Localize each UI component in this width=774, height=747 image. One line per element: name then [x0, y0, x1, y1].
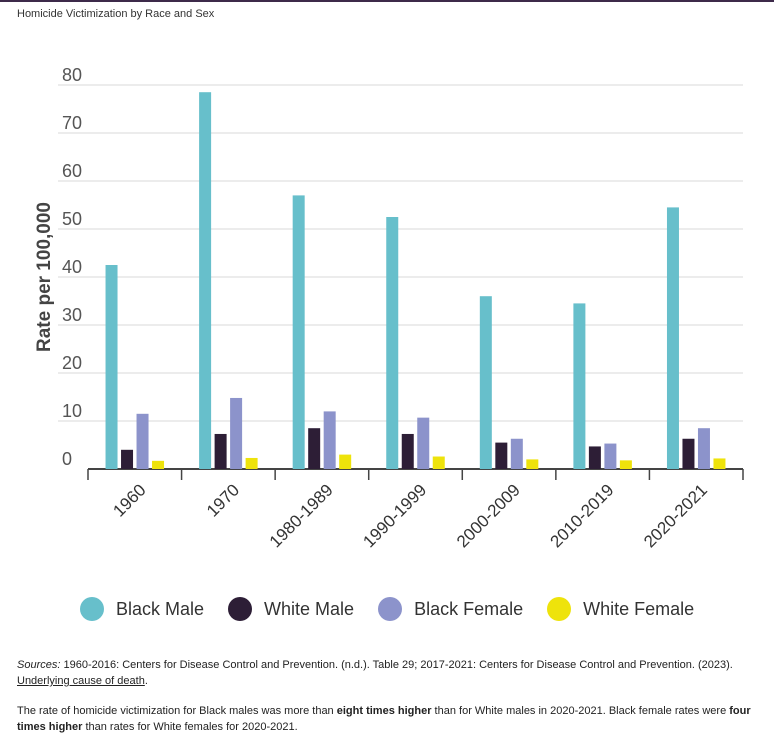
bar-white-female: [432, 456, 445, 469]
bar-black-male: [292, 195, 305, 469]
y-tick-label: 50: [62, 209, 82, 229]
sources-link[interactable]: Underlying cause of death: [17, 675, 145, 687]
bar-black-female: [323, 411, 336, 469]
bar-black-female: [604, 443, 617, 469]
chart-title: Homicide Victimization by Race and Sex: [17, 8, 215, 20]
sources-text: 1960-2016: Centers for Disease Control a…: [60, 659, 733, 671]
y-tick-label: 40: [62, 257, 82, 277]
x-tick-label: 2000-2009: [453, 480, 524, 551]
legend: Black Male White Male Black Female White…: [80, 597, 718, 621]
x-tick-label: 2010-2019: [547, 480, 618, 551]
note-text-2: than for White males in 2020-2021. Black…: [431, 705, 730, 717]
legend-item-black-male: Black Male: [80, 597, 204, 621]
bar-black-male: [199, 92, 212, 469]
legend-item-black-female: Black Female: [378, 597, 523, 621]
legend-label-black-female: Black Female: [414, 598, 524, 619]
bar-black-female: [697, 428, 710, 469]
legend-swatch-white-female: [547, 597, 572, 621]
y-tick-label: 10: [62, 401, 82, 421]
bar-white-male: [588, 446, 601, 469]
bar-white-male: [495, 442, 508, 469]
bar-white-female: [526, 459, 539, 469]
legend-swatch-white-male: [228, 597, 253, 621]
y-tick-label: 30: [62, 305, 82, 325]
legend-item-white-male: White Male: [228, 597, 354, 621]
bar-white-male: [308, 428, 321, 469]
bar-white-female: [152, 460, 165, 469]
x-tick-label: 1960: [109, 480, 149, 520]
bar-white-male: [401, 433, 414, 469]
bar-black-male: [105, 265, 118, 469]
legend-label-white-female: White Female: [583, 598, 695, 619]
bar-black-male: [573, 303, 586, 469]
bar-white-male: [214, 433, 227, 469]
bar-black-female: [136, 413, 149, 469]
note-bold-2: four times higher: [17, 705, 751, 733]
bar-black-female: [230, 397, 243, 469]
chart: 0 10 20 30 40 50 60 70 80 Rate per 100,000 1960 197…: [34, 65, 744, 551]
bar-black-male: [386, 217, 399, 469]
x-tick-label: 1970: [203, 480, 243, 520]
sources: Sources: 1960-2016: Centers for Disease …: [17, 657, 757, 689]
note-bold-1: eight times higher: [336, 705, 432, 717]
y-tick-label: 60: [62, 161, 82, 181]
bar-black-male: [479, 296, 492, 469]
y-tick-label: 80: [62, 65, 82, 85]
bar-black-female: [510, 438, 523, 469]
note-text-3: than rates for White females for 2020-20…: [82, 721, 298, 733]
bar-white-male: [121, 449, 134, 469]
bar-white-female: [339, 454, 352, 469]
legend-swatch-black-female: [378, 597, 403, 621]
bar-black-male: [666, 207, 679, 469]
y-axis-title: Rate per 100,000: [34, 202, 55, 352]
x-tick-label: 1980-1989: [266, 480, 337, 551]
y-tick-label: 20: [62, 353, 82, 373]
legend-label-black-male: Black Male: [116, 598, 205, 619]
bar-white-female: [245, 457, 258, 469]
x-tick-label: 2020-2021: [640, 480, 711, 551]
bar-white-male: [682, 438, 695, 469]
sources-label: Sources:: [17, 659, 61, 671]
bar-white-female: [619, 460, 632, 469]
top-rule: [0, 0, 774, 2]
legend-label-white-male: White Male: [264, 598, 355, 619]
legend-item-white-female: White Female: [547, 597, 694, 621]
bar-black-female: [417, 417, 430, 469]
y-tick-label: 0: [62, 449, 72, 469]
bar-white-female: [713, 458, 726, 469]
note-text-1: The rate of homicide victimization for B…: [17, 705, 337, 717]
sources-end: .: [144, 675, 148, 687]
legend-swatch-black-male: [80, 597, 104, 621]
note: The rate of homicide victimization for B…: [17, 703, 757, 735]
y-tick-label: 70: [62, 113, 82, 133]
x-tick-label: 1990-1999: [359, 480, 430, 551]
